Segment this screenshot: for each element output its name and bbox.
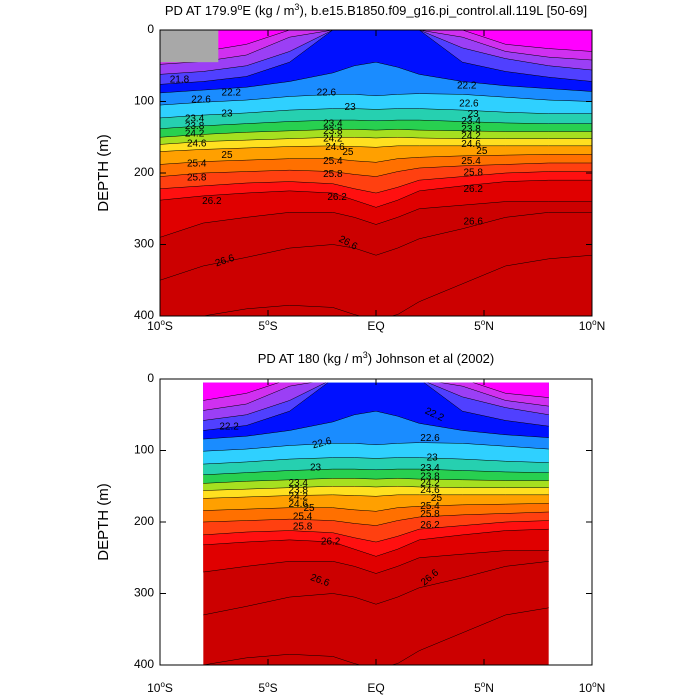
contour-label: 23.8 — [185, 121, 205, 132]
land-mask — [160, 30, 219, 63]
contour-label: 23.8 — [289, 485, 309, 496]
density-field — [203, 382, 549, 665]
y-tick-label: 0 — [147, 371, 154, 385]
contour-label: 25.8 — [420, 509, 440, 520]
x-tick-label: EQ — [367, 319, 384, 333]
contour-label: 24.2 — [185, 128, 205, 139]
y-axis-label: DEPTH (m) — [95, 483, 112, 561]
contour-label: 22.6 — [420, 433, 440, 444]
contour-label: 25.8 — [293, 522, 313, 533]
contour-label: 24.2 — [461, 131, 481, 142]
contour-label: 23.8 — [420, 472, 440, 483]
contour-label: 25 — [342, 147, 354, 158]
contour-label: 23.4 — [420, 463, 440, 474]
density-field — [160, 30, 592, 316]
contour-label: 25.8 — [463, 168, 483, 179]
contour-label: 25.4 — [293, 512, 313, 523]
y-tick-label: 400 — [134, 657, 154, 671]
contour-label: 23.4 — [323, 118, 343, 129]
contour-label: 25.4 — [420, 501, 440, 512]
x-tick-label: EQ — [367, 681, 384, 695]
contour-label: 25 — [221, 150, 233, 161]
contour-label: 22.6 — [459, 98, 479, 109]
contour-label: 23 — [310, 462, 322, 473]
contour-label: 23.4 — [289, 478, 309, 489]
contour-label: 25 — [476, 146, 488, 157]
contour-label: 24.2 — [289, 492, 309, 503]
contour-label: 22.2 — [219, 422, 239, 433]
x-tick-label: 5oN — [474, 680, 494, 695]
y-tick-label: 400 — [134, 308, 154, 322]
y-tick-label: 100 — [134, 443, 154, 457]
y-tick-label: 200 — [134, 514, 154, 528]
contour-label: 23.8 — [323, 126, 343, 137]
contour-label: 24.2 — [420, 478, 440, 489]
bottom-panel-observations: 22.222.222.6 22.6232323.423.423.823.824.2… — [95, 350, 605, 695]
contour-label: 22.2 — [222, 88, 242, 99]
y-tick-label: 100 — [134, 94, 154, 108]
contour-label: 25.8 — [187, 173, 207, 184]
x-tick-label: 10oN — [579, 318, 605, 333]
contour-label: 24.6 — [325, 142, 345, 153]
x-tick-label: 10oS — [147, 680, 173, 695]
contour-label: 26.2 — [327, 192, 347, 203]
contour-label: 22.6 — [311, 436, 333, 452]
y-axis-label: DEPTH (m) — [95, 134, 112, 212]
contour-label: 21.8 — [170, 75, 190, 86]
contour-label: 25.8 — [323, 169, 343, 180]
contour-label: 25.4 — [187, 158, 207, 169]
contour-label: 25.4 — [461, 156, 481, 167]
contour-label: 22.6 — [317, 88, 337, 99]
chart-title: PD AT 179.9oE (kg / m3), b.e15.B1850.f09… — [165, 2, 587, 18]
contour-label: 26.2 — [420, 520, 440, 531]
contour-line — [201, 254, 592, 316]
contour-line — [203, 607, 549, 665]
x-tick-label: 10oS — [147, 318, 173, 333]
contour-band — [203, 382, 549, 421]
y-tick-label: 300 — [134, 237, 154, 251]
contour-label: 23 — [345, 102, 357, 113]
contour-line — [160, 212, 592, 281]
contour-label: 24.2 — [323, 133, 343, 144]
contour-label: 22.6 — [191, 95, 211, 106]
contour-label: 26.6 — [463, 216, 483, 227]
contour-label: 23.4 — [461, 116, 481, 127]
y-tick-label: 200 — [134, 165, 154, 179]
contour-label: 25.4 — [323, 156, 343, 167]
contour-label: 24.6 — [289, 499, 309, 510]
y-tick-label: 0 — [147, 22, 154, 36]
contour-band — [160, 30, 592, 65]
contour-label: 25 — [303, 503, 315, 514]
contour-label: 26.2 — [463, 184, 483, 195]
contour-line — [203, 561, 549, 616]
contour-label: 23 — [221, 108, 233, 119]
y-tick-label: 300 — [134, 586, 154, 600]
contour-label: 26.2 — [321, 537, 341, 548]
x-tick-label: 5oS — [258, 680, 277, 695]
contour-label: 24.6 — [461, 139, 481, 150]
contour-label: 25 — [431, 493, 443, 504]
contour-band — [160, 30, 592, 56]
chart-title: PD AT 180 (kg / m3) Johnson et al (2002) — [258, 350, 495, 366]
contour-label: 22.2 — [457, 80, 477, 91]
contour-label: 24.6 — [420, 485, 440, 496]
x-tick-label: 10oN — [579, 680, 605, 695]
contour-label: 26.2 — [202, 196, 222, 207]
x-tick-label: 5oS — [258, 318, 277, 333]
contour-label: 23.4 — [185, 113, 205, 124]
contour-label: 23 — [468, 109, 480, 120]
contour-label: 23 — [427, 452, 439, 463]
contour-band — [203, 382, 549, 401]
contour-label: 23.8 — [461, 124, 481, 135]
contour-label: 24.6 — [187, 138, 207, 149]
x-tick-label: 5oN — [474, 318, 494, 333]
